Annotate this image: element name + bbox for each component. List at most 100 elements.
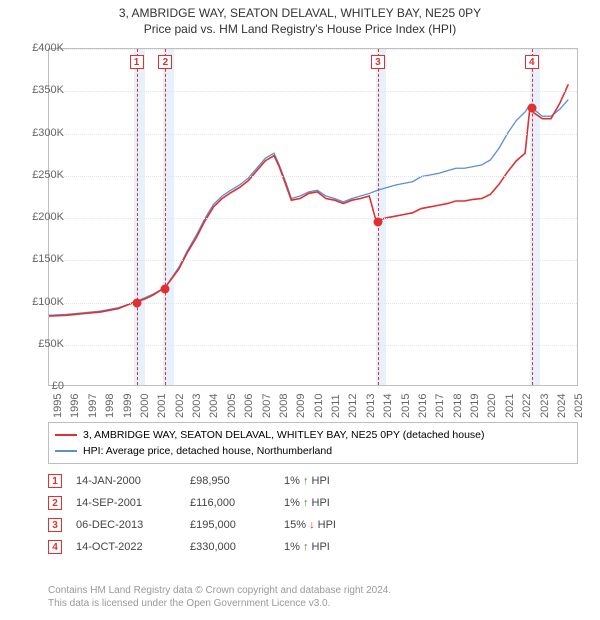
y-axis-label: £350K [32,84,64,96]
x-axis-label: 2015 [400,394,412,418]
title-address: 3, AMBRIDGE WAY, SEATON DELAVAL, WHITLEY… [0,6,600,20]
gridline [49,176,577,177]
event-num: 4 [48,540,62,554]
x-axis-label: 2005 [226,394,238,418]
x-axis-label: 2000 [139,394,151,418]
y-axis-label: £150K [32,253,64,265]
event-row: 214-SEP-2001£116,0001% ↑ HPI [48,492,578,514]
x-axis-label: 2008 [278,394,290,418]
chart-container: 3, AMBRIDGE WAY, SEATON DELAVAL, WHITLEY… [0,0,600,620]
event-line [165,49,166,385]
event-row: 1 14-JAN-2000 £98,950 1% ↑ HPI [48,470,578,492]
footer-line2: This data is licensed under the Open Gov… [48,597,391,610]
y-axis-label: £50K [38,338,64,350]
x-axis-label: 2010 [313,394,325,418]
event-marker-box: 2 [158,55,172,69]
event-dot [161,284,170,293]
event-dot [527,104,536,113]
event-diff: 1% ↑ HPI [284,475,578,487]
x-axis-label: 2019 [469,394,481,418]
event-line [532,49,533,385]
x-axis-label: 2022 [521,394,533,418]
x-axis-label: 2018 [452,394,464,418]
legend-swatch-hpi [55,450,77,452]
chart-svg [49,49,577,385]
event-date: 14-JAN-2000 [76,475,176,487]
gridline [49,260,577,261]
x-axis-label: 2006 [243,394,255,418]
footer-line1: Contains HM Land Registry data © Crown c… [48,584,391,597]
event-num: 1 [48,474,62,488]
event-num: 3 [48,518,62,532]
event-price: £195,000 [190,519,270,531]
x-axis-label: 2002 [174,394,186,418]
gridline [49,134,577,135]
x-axis-label: 2001 [156,394,168,418]
chart-plot-area: 12 3 4 [48,48,578,386]
x-axis-label: 1998 [104,394,116,418]
arrow-icon: ↑ [303,475,309,487]
y-axis-label: £400K [32,42,64,54]
x-axis-label: 2021 [504,394,516,418]
arrow-icon: ↑ [303,497,309,509]
event-date: 14-OCT-2022 [76,541,176,553]
x-axis-label: 1999 [122,394,134,418]
footer: Contains HM Land Registry data © Crown c… [48,584,391,610]
gridline [49,49,577,50]
event-line [137,49,138,385]
event-marker-box: 4 [525,55,539,69]
x-axis-label: 2014 [382,394,394,418]
event-num: 2 [48,496,62,510]
x-axis-label: 2020 [486,394,498,418]
y-axis-label: £200K [32,211,64,223]
titles: 3, AMBRIDGE WAY, SEATON DELAVAL, WHITLEY… [0,0,600,36]
x-axis-label: 1995 [52,394,64,418]
event-diff: 1% ↑ HPI [284,541,578,553]
x-axis-label: 2013 [365,394,377,418]
gridline [49,303,577,304]
y-axis-label: £0 [52,380,64,392]
legend: 3, AMBRIDGE WAY, SEATON DELAVAL, WHITLEY… [48,422,578,464]
x-axis-label: 2012 [347,394,359,418]
x-axis-label: 2025 [573,394,585,418]
x-axis-label: 2007 [261,394,273,418]
x-axis-label: 2024 [556,394,568,418]
event-row: 4 14-OCT-2022 £330,000 1% ↑ HPI [48,536,578,558]
y-axis-label: £300K [32,127,64,139]
arrow-icon: ↑ [303,541,309,553]
x-axis-label: 2011 [330,394,342,418]
y-axis-label: £250K [32,169,64,181]
x-axis-label: 1997 [87,394,99,418]
event-diff: 15% ↓ HPI [284,519,578,531]
x-axis-label: 2016 [417,394,429,418]
event-date: 06-DEC-2013 [76,519,176,531]
legend-label-hpi: HPI: Average price, detached house, Nort… [83,445,332,457]
x-axis-label: 2023 [539,394,551,418]
legend-label-property: 3, AMBRIDGE WAY, SEATON DELAVAL, WHITLEY… [83,429,485,441]
arrow-icon: ↓ [309,519,315,531]
x-axis-label: 1996 [69,394,81,418]
event-dot [373,218,382,227]
events-table: 1 14-JAN-2000 £98,950 1% ↑ HPI 2 14-SEP-2001 £… [48,470,578,558]
legend-row-property: 3, AMBRIDGE WAY, SEATON DELAVAL, WHITLEY… [55,427,571,443]
event-marker-box: 3 [371,55,385,69]
legend-row-hpi: HPI: Average price, detached house, Nort… [55,443,571,459]
gridline [49,345,577,346]
x-axis-label: 2017 [434,394,446,418]
series-line-property [49,84,568,316]
title-subtitle: Price paid vs. HM Land Registry's House … [0,22,600,36]
event-date: 14-SEP-2001 [76,497,176,509]
y-axis-label: £100K [32,296,64,308]
series-line-hpi [49,99,568,315]
event-price: £98,950 [190,475,270,487]
legend-swatch-property [55,434,77,436]
x-axis-label: 2009 [295,394,307,418]
x-axis-label: 2003 [191,394,203,418]
event-dot [132,299,141,308]
event-price: £330,000 [190,541,270,553]
gridline [49,91,577,92]
event-marker-box: 1 [130,55,144,69]
gridline [49,218,577,219]
event-row: 3 06-DEC-2013 £195,000 15% ↓ HPI [48,514,578,536]
event-diff: 1% ↑ HPI [284,497,578,509]
